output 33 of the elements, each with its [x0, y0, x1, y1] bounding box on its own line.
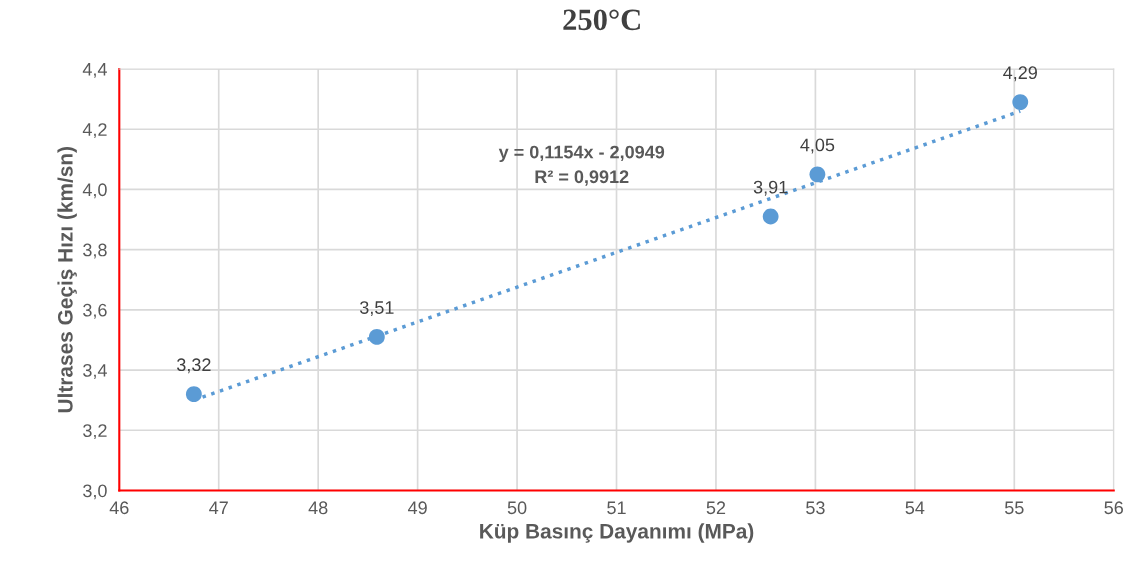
x-tick-label: 50 [507, 501, 527, 515]
x-tick-label: 49 [408, 501, 427, 515]
y-tick-label: 3,6 [83, 303, 107, 319]
x-tick-label: 47 [209, 501, 228, 514]
x-tick-label: 48 [308, 501, 328, 515]
x-tick-label: 46 [109, 501, 129, 515]
x-tick-label: 56 [1104, 501, 1123, 515]
point [185, 386, 202, 403]
chart-title: 250°C [563, 9, 640, 31]
y-axis-title: Ultrases Geçiş Hızı (km/sn) [57, 147, 77, 413]
y-tick-label: 4,0 [82, 183, 107, 199]
point [368, 329, 385, 345]
y-tick-label: 3,0 [83, 484, 107, 500]
point [762, 208, 779, 225]
data-label: 3,91 [753, 180, 788, 196]
data-label: 3,32 [176, 358, 211, 374]
y-tick-label: 4,4 [82, 63, 107, 78]
x-axis-title: Küp Basınç Dayanımı (MPa) [480, 523, 754, 543]
annotation: y = 0,1154x - 2,0949 R² = 0,9912 [498, 145, 665, 186]
x-tick-label: 52 [706, 501, 726, 515]
data-label: 3,51 [359, 301, 394, 317]
data-label: 4,29 [1003, 66, 1037, 82]
y-tick-label: 3,4 [83, 363, 107, 379]
x-tick-label: 51 [607, 501, 626, 515]
y-tick-label: 3,2 [83, 424, 107, 440]
x-tick-label: 54 [905, 501, 925, 515]
y-tick-label: 4,2 [82, 123, 107, 139]
x-tick-label: 53 [806, 501, 825, 515]
point [809, 166, 826, 183]
point [1012, 94, 1029, 111]
x-tick-label: 55 [1004, 501, 1024, 515]
data-label: 4,05 [800, 138, 835, 154]
y-tick-label: 3,8 [83, 243, 107, 259]
